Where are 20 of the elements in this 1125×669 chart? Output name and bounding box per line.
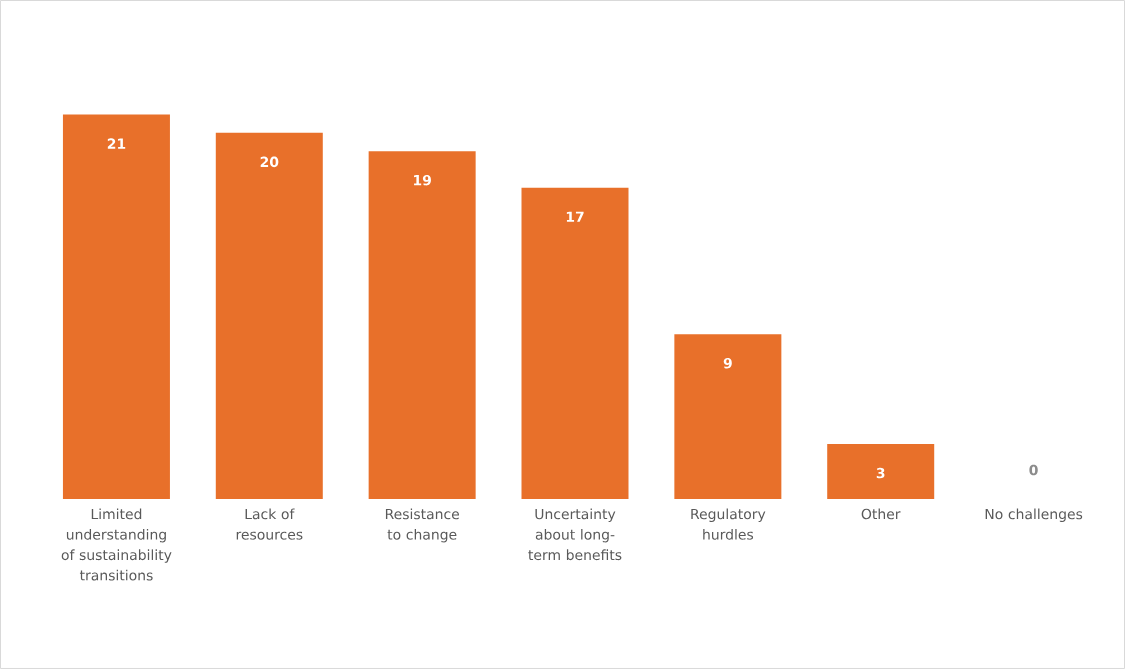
bar bbox=[521, 187, 629, 499]
x-tick-label: Limited understanding of sustainability transitions bbox=[61, 508, 172, 581]
data-label: 20 bbox=[260, 156, 279, 168]
bar bbox=[62, 114, 170, 499]
x-tick-label: Resistance to change bbox=[385, 508, 460, 543]
x-tick-label: Other bbox=[861, 508, 901, 520]
data-label: 9 bbox=[723, 357, 732, 369]
bar bbox=[827, 444, 935, 499]
x-tick-label: Regulatory hurdles bbox=[691, 508, 766, 540]
x-tick-label: Uncertainty about long-term benefits bbox=[528, 508, 622, 561]
data-label: 19 bbox=[414, 174, 431, 186]
bar bbox=[215, 132, 323, 499]
x-tick-label: No challenges bbox=[985, 508, 1083, 523]
bar bbox=[674, 334, 782, 499]
data-label: 17 bbox=[566, 211, 584, 222]
x-tick-label: Lack of resources bbox=[236, 508, 303, 540]
data-label: 0 bbox=[1029, 464, 1038, 476]
data-label: 3 bbox=[876, 467, 885, 479]
data-label: 21 bbox=[107, 138, 126, 149]
bar bbox=[368, 151, 476, 499]
